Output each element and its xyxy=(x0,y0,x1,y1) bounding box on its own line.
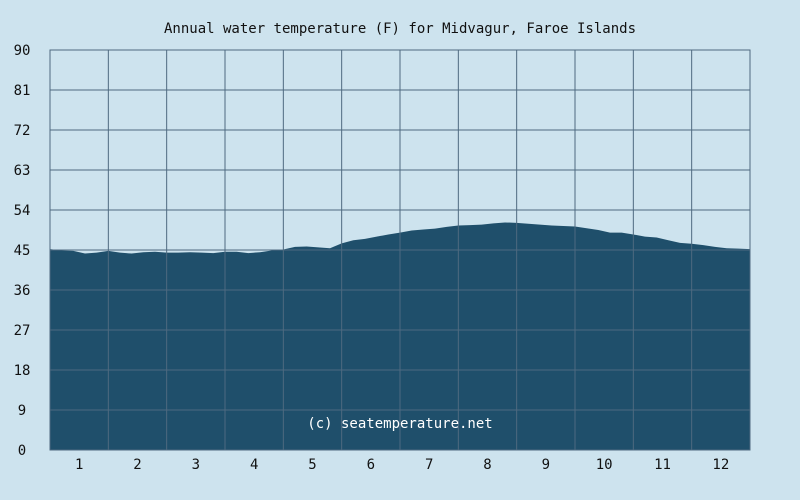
y-tick-label: 54 xyxy=(14,203,31,219)
x-tick-label: 4 xyxy=(250,457,258,473)
chart-title: Annual water temperature (F) for Midvagu… xyxy=(164,21,636,37)
x-tick-label: 9 xyxy=(542,457,550,473)
x-tick-label: 6 xyxy=(367,457,375,473)
y-tick-label: 27 xyxy=(14,323,31,339)
x-tick-label: 8 xyxy=(483,457,491,473)
y-tick-label: 63 xyxy=(14,163,31,179)
y-tick-label: 90 xyxy=(14,43,31,59)
x-tick-label: 11 xyxy=(654,457,671,473)
y-tick-label: 0 xyxy=(18,443,26,459)
x-tick-label: 3 xyxy=(192,457,200,473)
y-tick-label: 18 xyxy=(14,363,31,379)
y-tick-label: 36 xyxy=(14,283,31,299)
x-tick-label: 2 xyxy=(133,457,141,473)
x-tick-label: 5 xyxy=(308,457,316,473)
chart-credit-annotation: (c) seatemperature.net xyxy=(307,416,492,432)
x-tick-label: 1 xyxy=(75,457,83,473)
y-tick-label: 72 xyxy=(14,123,31,139)
x-tick-label: 7 xyxy=(425,457,433,473)
y-tick-label: 45 xyxy=(14,243,31,259)
x-tick-label: 10 xyxy=(596,457,613,473)
x-tick-label: 12 xyxy=(712,457,729,473)
plot-border xyxy=(49,49,751,451)
y-tick-label: 81 xyxy=(14,83,31,99)
y-tick-label: 9 xyxy=(18,403,26,419)
